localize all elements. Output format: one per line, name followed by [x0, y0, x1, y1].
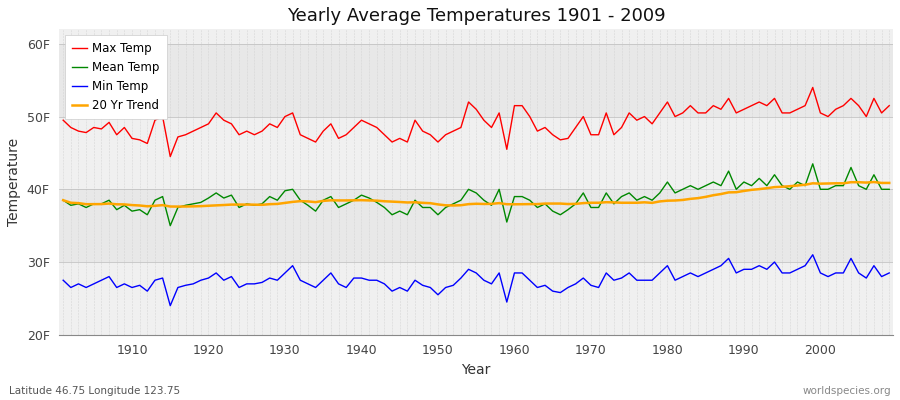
- Bar: [59, 116, 893, 189]
- Line: 20 Yr Trend: 20 Yr Trend: [63, 182, 889, 206]
- Mean Temp: [509, 194, 520, 199]
- Max Temp: [884, 103, 895, 108]
- Min Temp: [295, 278, 306, 283]
- Max Temp: [807, 85, 818, 90]
- Min Temp: [517, 270, 527, 275]
- Max Temp: [608, 132, 619, 137]
- 20 Yr Trend: [58, 198, 68, 203]
- Line: Mean Temp: Mean Temp: [63, 164, 889, 226]
- Mean Temp: [884, 187, 895, 192]
- Min Temp: [341, 285, 352, 290]
- Min Temp: [509, 270, 520, 275]
- 20 Yr Trend: [517, 202, 527, 207]
- Min Temp: [165, 303, 176, 308]
- Bar: [59, 189, 893, 262]
- Min Temp: [119, 282, 130, 286]
- 20 Yr Trend: [509, 202, 520, 207]
- Max Temp: [165, 154, 176, 159]
- Min Temp: [608, 278, 619, 283]
- Title: Yearly Average Temperatures 1901 - 2009: Yearly Average Temperatures 1901 - 2009: [287, 7, 665, 25]
- Max Temp: [517, 103, 527, 108]
- 20 Yr Trend: [868, 180, 879, 184]
- Mean Temp: [608, 202, 619, 206]
- 20 Yr Trend: [173, 204, 184, 209]
- Line: Max Temp: Max Temp: [63, 88, 889, 156]
- 20 Yr Trend: [884, 180, 895, 185]
- Mean Temp: [517, 194, 527, 199]
- Min Temp: [884, 270, 895, 275]
- Bar: [59, 262, 893, 335]
- Mean Temp: [807, 162, 818, 166]
- Max Temp: [509, 103, 520, 108]
- Mean Temp: [58, 198, 68, 203]
- Mean Temp: [165, 223, 176, 228]
- Legend: Max Temp, Mean Temp, Min Temp, 20 Yr Trend: Max Temp, Mean Temp, Min Temp, 20 Yr Tre…: [66, 35, 166, 119]
- Mean Temp: [341, 202, 352, 206]
- Text: worldspecies.org: worldspecies.org: [803, 386, 891, 396]
- Min Temp: [807, 252, 818, 257]
- Max Temp: [341, 132, 352, 137]
- Y-axis label: Temperature: Temperature: [7, 138, 21, 226]
- X-axis label: Year: Year: [462, 363, 490, 377]
- Max Temp: [295, 132, 306, 137]
- Mean Temp: [295, 198, 306, 203]
- Max Temp: [58, 118, 68, 123]
- 20 Yr Trend: [341, 198, 352, 203]
- Bar: [59, 44, 893, 116]
- Max Temp: [119, 125, 130, 130]
- 20 Yr Trend: [608, 200, 619, 205]
- Text: Latitude 46.75 Longitude 123.75: Latitude 46.75 Longitude 123.75: [9, 386, 180, 396]
- Mean Temp: [119, 203, 130, 208]
- 20 Yr Trend: [119, 202, 130, 207]
- Line: Min Temp: Min Temp: [63, 255, 889, 306]
- Min Temp: [58, 278, 68, 283]
- 20 Yr Trend: [295, 199, 306, 204]
